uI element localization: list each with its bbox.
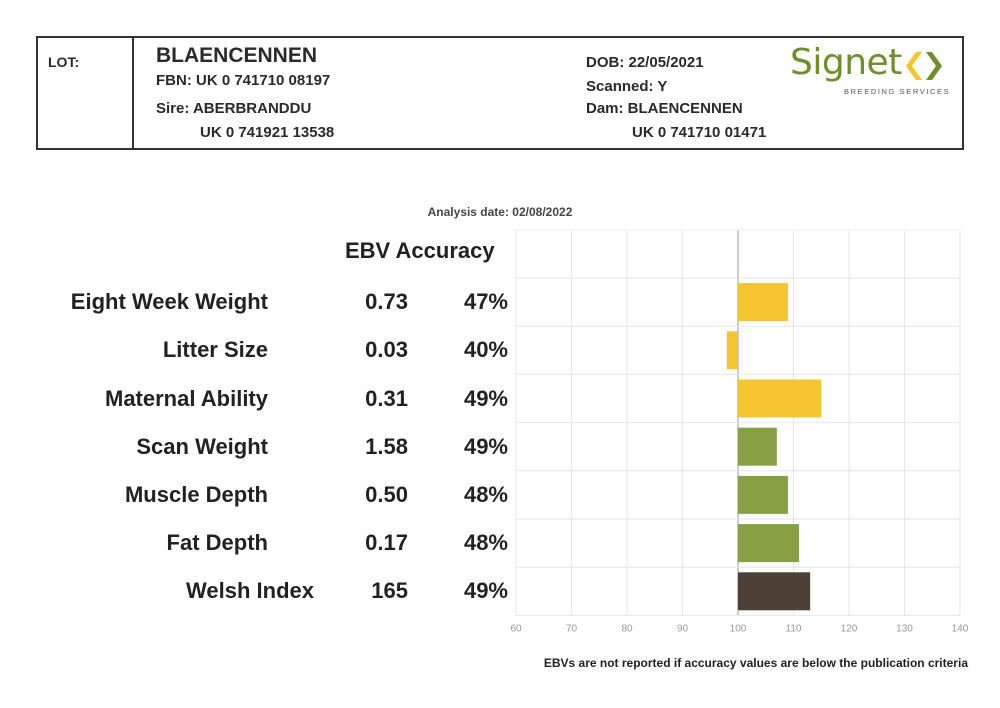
logo-subtitle: BREEDING SERVICES <box>844 87 951 96</box>
logo-wordmark: Signet <box>790 42 902 83</box>
bar-welsh-index <box>738 572 811 611</box>
ebv-value: 1.58 <box>365 433 408 459</box>
bar-scan-weight <box>738 427 777 466</box>
accuracy-value: 40% <box>463 337 508 363</box>
x-tick-label: 90 <box>677 623 689 634</box>
bar-maternal-ability <box>738 379 822 418</box>
bar-eight-week-weight <box>738 283 788 322</box>
trait-label: Eight Week Weight <box>70 289 268 315</box>
lot-label: LOT: <box>48 54 80 70</box>
animal-info-panel: LOT: BLAENCENNEN FBN: UK 0 741710 08197 … <box>36 36 964 150</box>
footnote: EBVs are not reported if accuracy values… <box>543 656 968 670</box>
lot-divider <box>132 38 134 148</box>
ebv-value: 0.50 <box>365 481 408 507</box>
x-tick-label: 120 <box>841 623 858 634</box>
accuracy-value: 49% <box>463 578 508 604</box>
ebv-value: 0.17 <box>365 530 408 556</box>
accuracy-value: 47% <box>463 289 508 315</box>
sire-name: Sire: ABERBRANDDU <box>156 100 312 117</box>
ebv-value: 165 <box>371 578 408 604</box>
trait-label: Welsh Index <box>186 578 314 604</box>
x-tick-label: 80 <box>621 623 633 634</box>
chevron-logo-icon <box>906 52 942 80</box>
logo-right-chevron <box>926 52 942 80</box>
accuracy-value: 49% <box>463 433 508 459</box>
x-tick-label: 100 <box>730 623 747 634</box>
x-tick-label: 110 <box>786 623 802 634</box>
fbn-number: FBN: UK 0 741710 08197 <box>156 72 331 89</box>
accuracy-value: 48% <box>463 481 508 507</box>
signet-logo: Signet BREEDING SERVICES <box>790 42 951 100</box>
x-tick-label: 70 <box>566 623 578 634</box>
x-tick-label: 140 <box>952 623 969 634</box>
trait-label: Litter Size <box>162 337 268 363</box>
x-tick-label: 60 <box>510 623 522 634</box>
trait-label: Fat Depth <box>166 530 268 556</box>
bar-litter-size <box>726 331 738 370</box>
dam-name: Dam: BLAENCENNEN <box>586 100 743 117</box>
trait-label: Maternal Ability <box>105 385 268 411</box>
trait-label: Scan Weight <box>136 433 268 459</box>
accuracy-value: 49% <box>463 385 508 411</box>
sire-id: UK 0 741921 13538 <box>200 124 335 141</box>
bar-fat-depth <box>738 524 800 563</box>
dam-id: UK 0 741710 01471 <box>632 124 767 141</box>
animal-name: BLAENCENNEN <box>156 44 318 67</box>
column-header: EBV Accuracy <box>345 238 495 263</box>
accuracy-value: 48% <box>463 530 508 556</box>
ebv-value: 0.31 <box>365 385 408 411</box>
ebv-value: 0.73 <box>365 289 408 315</box>
date-of-birth: DOB: 22/05/2021 <box>586 54 704 71</box>
ebv-value: 0.03 <box>365 337 408 363</box>
logo-left-chevron <box>906 52 922 80</box>
x-tick-label: 130 <box>896 623 913 634</box>
scanned-status: Scanned: Y <box>586 78 668 95</box>
bar-muscle-depth <box>738 475 788 514</box>
trait-label: Muscle Depth <box>124 481 268 507</box>
analysis-date: Analysis date: 02/08/2022 <box>427 205 573 219</box>
